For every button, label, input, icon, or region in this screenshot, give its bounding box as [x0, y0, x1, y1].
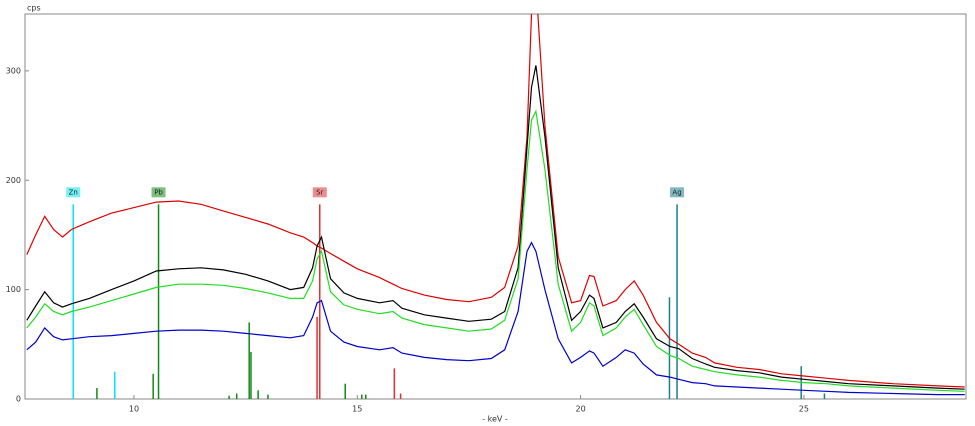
element-label: Zn [69, 188, 78, 196]
spectrum-line [26, 241, 965, 396]
y-tick-label: 300 [6, 66, 21, 75]
plot-area [26, 14, 965, 399]
x-tick-label: 25 [799, 405, 809, 414]
y-axis-label: cps [27, 4, 41, 13]
x-tick-label: 15 [352, 405, 362, 414]
element-label: Ag [672, 188, 681, 196]
spectrum-line [26, 65, 965, 390]
y-tick-label: 0 [16, 395, 21, 404]
y-tick-label: 100 [6, 285, 21, 294]
element-label-box [151, 187, 166, 198]
x-tick-label: 20 [575, 405, 585, 414]
x-axis-label: - keV - [482, 415, 508, 424]
plot-frame [24, 13, 967, 400]
element-label: Pb [154, 188, 163, 196]
y-tick-label: 200 [6, 176, 21, 185]
spectrum-line [26, 14, 965, 388]
element-label-box [312, 187, 327, 198]
element-label: Sr [316, 188, 323, 196]
element-label-box [670, 187, 685, 198]
element-label-box [66, 187, 81, 198]
x-tick-label: 10 [129, 405, 139, 414]
spectrum-line [26, 109, 965, 392]
